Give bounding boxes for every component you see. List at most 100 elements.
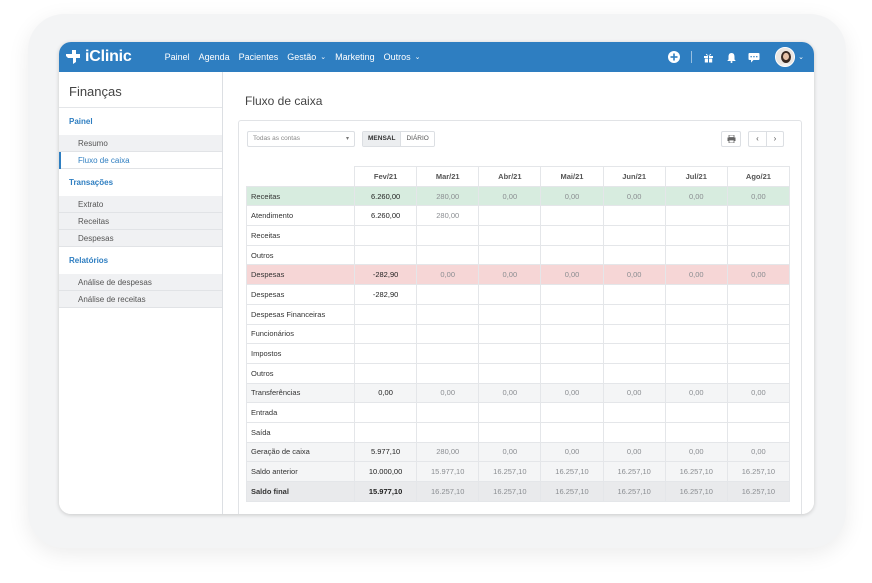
sidebar-item-despesas[interactable]: Despesas	[59, 230, 222, 247]
table-cell	[540, 284, 604, 305]
table-cell: 16.257,10	[726, 481, 791, 502]
sidebar-item-receitas[interactable]: Receitas	[59, 213, 222, 230]
sidebar-section-transacoes[interactable]: Transações	[69, 178, 114, 187]
sidebar-item-analise-de-despesas[interactable]: Análise de despesas	[59, 274, 222, 291]
row-label: Outros	[246, 362, 355, 384]
table-cell	[602, 205, 666, 227]
table-cell	[726, 323, 791, 345]
row-label: Despesas	[246, 264, 355, 286]
table-cell	[416, 343, 480, 364]
table-cell	[416, 421, 480, 443]
table-cell	[726, 362, 791, 384]
gift-icon[interactable]	[701, 50, 715, 64]
nav-item-label: Marketing	[335, 52, 375, 62]
page-title: Fluxo de caixa	[245, 94, 323, 108]
view-toggle-mensal[interactable]: MENSAL	[363, 132, 402, 146]
table-cell: 0,00	[664, 264, 728, 286]
app-window: iClinic Painel Agenda Pacientes Gestão ⌄ Mark…	[59, 42, 814, 514]
table-cell	[478, 362, 542, 384]
nav-item-agenda[interactable]: Agenda	[199, 52, 230, 62]
row-label: Despesas Financeiras	[246, 303, 355, 325]
bell-icon[interactable]	[724, 50, 738, 64]
print-button[interactable]	[721, 131, 741, 147]
table-cell: -282,90	[353, 264, 418, 286]
nav-item-outros[interactable]: Outros ⌄	[384, 52, 421, 62]
table-cell: 0,00	[664, 185, 728, 207]
column-header: Ago/21	[726, 166, 791, 187]
chevron-down-icon: ⌄	[320, 54, 327, 61]
table-cell	[416, 402, 480, 423]
table-cell	[540, 225, 604, 246]
table-cell	[353, 362, 418, 384]
table-cell: 0,00	[726, 185, 791, 207]
sidebar-section-painel[interactable]: Painel	[69, 117, 93, 126]
table-cell	[540, 323, 604, 345]
printer-icon	[727, 135, 735, 143]
row-label: Geração de caixa	[246, 441, 355, 463]
top-right-actions: ⌄	[658, 42, 804, 72]
table-row: Impostos	[246, 343, 791, 364]
nav-item-gestao[interactable]: Gestão ⌄	[287, 52, 326, 62]
table-cell	[664, 421, 728, 443]
table-cell	[726, 225, 791, 246]
cashflow-card: Todas as contas ▾ MENSAL DIÁRIO ‹ › Fev/2…	[238, 120, 802, 514]
table-cell	[353, 303, 418, 325]
sidebar-item-extrato[interactable]: Extrato	[59, 196, 222, 213]
sidebar-item-analise-de-receitas[interactable]: Análise de receitas	[59, 291, 222, 308]
table-cell: 5.977,10	[353, 441, 418, 463]
table-cell: 16.257,10	[478, 481, 542, 502]
table-cell: 0,00	[602, 185, 666, 207]
user-avatar[interactable]	[775, 47, 796, 67]
chevron-down-icon: ⌄	[414, 54, 421, 61]
top-navbar: iClinic Painel Agenda Pacientes Gestão ⌄ Mark…	[59, 42, 814, 72]
nav-item-label: Gestão	[287, 52, 317, 62]
sidebar-item-fluxo-de-caixa[interactable]: Fluxo de caixa	[59, 152, 222, 169]
nav-item-painel[interactable]: Painel	[165, 52, 190, 62]
table-cell: 0,00	[602, 264, 666, 286]
finance-sidebar: Finanças Painel Resumo Fluxo de caixa Trans…	[59, 72, 223, 514]
table-cell	[602, 402, 666, 423]
account-filter-select[interactable]: Todas as contas ▾	[247, 131, 355, 147]
table-cell: 16.257,10	[540, 481, 604, 502]
table-row: Geração de caixa 5.977,10 280,00 0,00 0,00 0,…	[246, 441, 791, 463]
chat-icon[interactable]	[747, 50, 761, 64]
table-cell	[353, 402, 418, 423]
nav-item-label: Agenda	[198, 52, 230, 62]
row-label: Outros	[246, 244, 355, 266]
table-cell	[540, 205, 604, 227]
table-cell	[664, 284, 728, 305]
table-cell: 0,00	[540, 441, 604, 463]
table-cell: 280,00	[416, 205, 480, 227]
sidebar-item-resumo[interactable]: Resumo	[59, 135, 222, 152]
view-toggle-diario[interactable]: DIÁRIO	[401, 132, 434, 146]
nav-item-label: Pacientes	[238, 52, 279, 62]
table-cell	[478, 205, 542, 227]
brand-name: iClinic	[85, 48, 132, 65]
table-cell	[478, 343, 542, 364]
table-cell	[664, 402, 728, 423]
row-label: Atendimento	[246, 205, 355, 227]
table-cell	[540, 303, 604, 325]
brand-logo[interactable]: iClinic	[66, 48, 132, 66]
table-cell: 16.257,10	[664, 481, 728, 502]
table-cell: 0,00	[726, 441, 791, 463]
table-cell	[602, 225, 666, 246]
nav-item-marketing[interactable]: Marketing	[335, 52, 375, 62]
next-period-button[interactable]: ›	[766, 132, 783, 146]
sidebar-section-relatorios[interactable]: Relatórios	[69, 256, 109, 265]
nav-item-pacientes[interactable]: Pacientes	[239, 52, 279, 62]
table-cell	[540, 362, 604, 384]
table-cell	[478, 402, 542, 423]
prev-period-button[interactable]: ‹	[756, 134, 759, 143]
row-label: Impostos	[246, 343, 355, 364]
table-cell	[726, 205, 791, 227]
plus-circle-icon[interactable]	[667, 50, 681, 64]
main-nav: Painel Agenda Pacientes Gestão ⌄ Marketing Out…	[165, 52, 430, 62]
table-cell	[664, 225, 728, 246]
table-cell	[416, 303, 480, 325]
column-header: Mar/21	[416, 166, 480, 187]
table-row: Despesas -282,90	[246, 284, 791, 305]
table-cell	[478, 421, 542, 443]
table-cell	[478, 323, 542, 345]
chevron-down-icon[interactable]: ⌄	[798, 54, 804, 61]
